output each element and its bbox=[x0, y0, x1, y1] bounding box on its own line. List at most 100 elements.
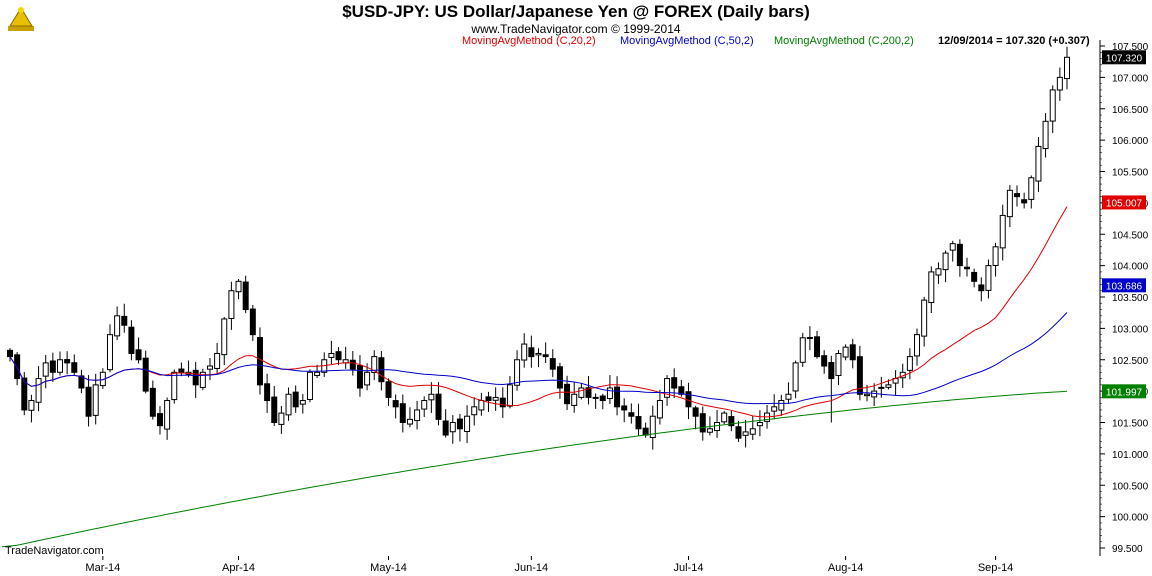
x-tick-label: May-14 bbox=[370, 562, 407, 574]
candle bbox=[399, 394, 406, 433]
candle bbox=[456, 414, 463, 442]
candle bbox=[549, 349, 556, 378]
candle-body bbox=[914, 334, 921, 357]
candle-body bbox=[814, 336, 821, 358]
candle bbox=[214, 342, 221, 375]
candle bbox=[85, 375, 92, 427]
candle-body bbox=[721, 412, 728, 423]
candle bbox=[21, 372, 28, 416]
candle bbox=[49, 352, 56, 382]
candle-body bbox=[421, 400, 428, 410]
candle bbox=[971, 268, 978, 288]
candle-body bbox=[499, 397, 506, 408]
candle-body bbox=[635, 416, 642, 430]
candle bbox=[992, 242, 999, 277]
candle-body bbox=[314, 371, 321, 376]
candle bbox=[442, 409, 449, 438]
candle bbox=[328, 340, 335, 364]
candle-body bbox=[549, 358, 556, 370]
candle-body bbox=[128, 326, 135, 354]
candle bbox=[928, 266, 935, 314]
candle bbox=[1049, 85, 1056, 134]
candle bbox=[699, 406, 706, 441]
candle bbox=[735, 420, 742, 442]
candle bbox=[806, 326, 813, 351]
candle bbox=[692, 405, 699, 430]
candle-body bbox=[428, 393, 435, 401]
candle bbox=[492, 387, 499, 411]
candle bbox=[778, 394, 785, 416]
legend-ma200: MovingAvgMethod (C,200,2) bbox=[774, 35, 914, 47]
candle-body bbox=[121, 315, 128, 326]
x-tick-label: Mar-14 bbox=[85, 562, 120, 574]
candle bbox=[514, 350, 521, 391]
candle bbox=[1035, 136, 1042, 192]
x-tick-label: Apr-14 bbox=[222, 562, 255, 574]
candle bbox=[235, 279, 242, 300]
candle-body bbox=[192, 369, 199, 386]
candle-body bbox=[285, 393, 292, 416]
candle bbox=[478, 392, 485, 416]
candle-body bbox=[1035, 145, 1042, 182]
candle bbox=[599, 393, 606, 410]
y-tick-label: 105.500 bbox=[1112, 168, 1149, 179]
candle bbox=[135, 337, 142, 364]
candle bbox=[835, 349, 842, 386]
candle bbox=[906, 348, 913, 380]
y-tick-label: 99.500 bbox=[1112, 544, 1143, 555]
candle bbox=[142, 350, 149, 394]
price-tag: 105.007 bbox=[1102, 195, 1146, 210]
candle bbox=[114, 306, 121, 341]
candle-body bbox=[799, 337, 806, 363]
candle-body bbox=[135, 349, 142, 361]
candle bbox=[585, 376, 592, 405]
price-tag-bg bbox=[1102, 278, 1146, 293]
price-tag-label: 103.686 bbox=[1106, 281, 1143, 292]
candle bbox=[228, 281, 235, 330]
candle-body bbox=[964, 266, 971, 270]
candle-body bbox=[756, 422, 763, 427]
candle-body bbox=[935, 268, 942, 276]
candle bbox=[785, 382, 792, 404]
candle bbox=[149, 380, 156, 420]
price-tag-label: 101.997 bbox=[1106, 387, 1143, 398]
y-tick-label: 101.000 bbox=[1112, 450, 1149, 461]
candle-body bbox=[256, 337, 263, 386]
candle bbox=[799, 332, 806, 368]
candle-body bbox=[35, 378, 42, 403]
candle bbox=[356, 355, 363, 397]
candle-body bbox=[621, 405, 628, 411]
candle-body bbox=[985, 265, 992, 291]
candle-body bbox=[692, 407, 699, 417]
candle bbox=[849, 338, 856, 369]
candle-body bbox=[535, 352, 542, 356]
candle-body bbox=[885, 384, 892, 388]
candle-body bbox=[485, 396, 492, 402]
candle bbox=[814, 331, 821, 359]
candle-body bbox=[64, 359, 71, 364]
x-tick-label: Sep-14 bbox=[978, 562, 1013, 574]
candle bbox=[78, 369, 85, 394]
candle-body bbox=[671, 377, 678, 389]
candle bbox=[535, 348, 542, 368]
candle-body bbox=[264, 383, 271, 402]
candle-body bbox=[706, 428, 713, 433]
candle-body bbox=[806, 336, 813, 339]
candle-body bbox=[992, 246, 999, 266]
candle bbox=[106, 324, 113, 373]
y-tick-label: 102.500 bbox=[1112, 356, 1149, 367]
candle-body bbox=[742, 431, 749, 436]
candle-body bbox=[349, 359, 356, 370]
candle bbox=[206, 357, 213, 381]
y-tick-label: 107.500 bbox=[1112, 42, 1149, 53]
y-tick-label: 100.500 bbox=[1112, 481, 1149, 492]
candle-body bbox=[642, 427, 649, 436]
price-tag-bg bbox=[1102, 384, 1146, 399]
candle-body bbox=[106, 334, 113, 371]
candle bbox=[621, 398, 628, 423]
candle-body bbox=[392, 400, 399, 408]
candle bbox=[278, 405, 285, 434]
candle-body bbox=[1006, 189, 1013, 218]
candle-body bbox=[864, 393, 871, 397]
candle bbox=[164, 397, 171, 440]
